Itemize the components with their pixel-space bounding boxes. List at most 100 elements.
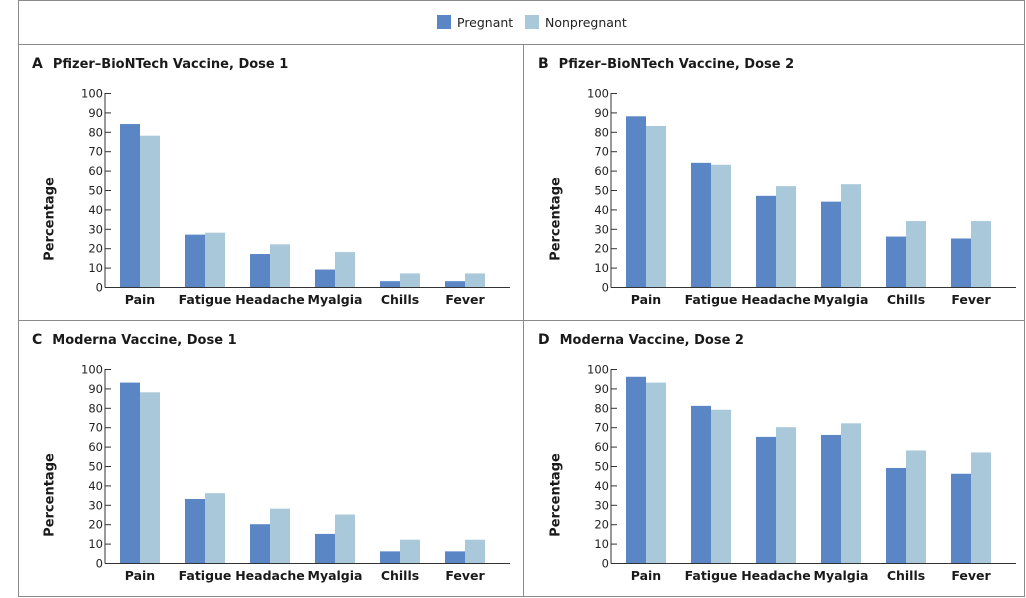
- panel-b-bar-headache-pregnant: [756, 195, 776, 287]
- panel-d-bar-myalgia-pregnant: [821, 434, 841, 563]
- panel-c-y-tick-label: 90: [88, 382, 103, 396]
- panel-b-header: B Pfizer–BioNTech Vaccine, Dose 2: [538, 56, 794, 74]
- panel-b-chart: 0 10 20 30 40 50 60 70 80 90 100 Pain Fatigue Headach…: [587, 87, 1016, 307]
- legend-swatch-nonpregnant: [525, 15, 539, 29]
- panel-b-title: Pfizer–BioNTech Vaccine, Dose 2: [558, 57, 795, 72]
- panel-d-y-tick-label: 30: [594, 498, 609, 512]
- panel-d-y-tick-label: 50: [594, 460, 609, 474]
- panel-c-bar-fatigue-pregnant: [185, 498, 205, 563]
- panel-c-y-tick-label: 70: [88, 421, 103, 435]
- panel-c-bar-chills-nonpregnant: [400, 539, 420, 563]
- panel-d-y-tick-label: 40: [594, 479, 609, 493]
- panel-d-x-tick-label-pain: Pain: [631, 568, 661, 583]
- panel-c-bar-fever-nonpregnant: [465, 539, 485, 563]
- panel-b-x-tick-label-pain: Pain: [631, 292, 661, 307]
- legend-label-nonpregnant: Nonpregnant: [545, 14, 627, 30]
- panel-b-bar-fatigue-pregnant: [691, 162, 711, 287]
- panel-a-bar-fever-nonpregnant: [465, 273, 485, 287]
- panel-b-y-tick-label: 90: [594, 106, 609, 120]
- panel-a-y-tick-label: 50: [88, 184, 103, 198]
- panel-a-x-tick-label-myalgia: Myalgia: [308, 292, 363, 307]
- panel-c: C Moderna Vaccine, Dose 1 Percentage 0 10…: [18, 320, 523, 597]
- panel-a-bar-pain-nonpregnant: [140, 135, 160, 287]
- panel-b-y-tick-label: 60: [594, 164, 609, 178]
- panel-a-x-tick-label-fatigue: Fatigue: [179, 292, 232, 307]
- panel-b-x-tick-label-fever: Fever: [951, 292, 991, 307]
- panel-b-bar-fever-pregnant: [951, 238, 971, 287]
- panel-c-x-tick-label-myalgia: Myalgia: [308, 568, 363, 583]
- panel-d-title: Moderna Vaccine, Dose 2: [559, 333, 744, 348]
- panel-c-letter: C: [32, 332, 43, 348]
- panel-c-bar-fatigue-nonpregnant: [205, 493, 225, 563]
- panel-d-x-tick-label-headache: Headache: [741, 568, 811, 583]
- panel-d-bar-pain-pregnant: [626, 376, 646, 563]
- panel-b-bar-chills-pregnant: [886, 236, 906, 287]
- panel-a-y-tick-label: 60: [88, 164, 103, 178]
- panel-c-bar-myalgia-pregnant: [315, 533, 335, 563]
- panel-d-bar-fever-pregnant: [951, 473, 971, 563]
- panel-c-bar-headache-nonpregnant: [270, 508, 290, 563]
- panel-b-y-tick-label: 0: [602, 281, 609, 295]
- panel-c-bar-headache-pregnant: [250, 524, 270, 563]
- legend-divider: [18, 44, 1025, 45]
- panel-c-x-tick-label-headache: Headache: [235, 568, 305, 583]
- panel-d-x-tick-label-chills: Chills: [887, 568, 925, 583]
- panel-a-bar-chills-pregnant: [380, 281, 400, 287]
- panel-d-bar-fever-nonpregnant: [971, 452, 991, 563]
- panel-b-bar-fever-nonpregnant: [971, 221, 991, 287]
- panel-a-x-tick-label-pain: Pain: [125, 292, 155, 307]
- panel-b-y-tick-label: 50: [594, 184, 609, 198]
- panel-d-x-tick-label-myalgia: Myalgia: [814, 568, 869, 583]
- panel-d-bar-headache-pregnant: [756, 436, 776, 563]
- panel-c-y-tick-label: 100: [81, 363, 103, 377]
- panel-b-bar-headache-nonpregnant: [776, 186, 796, 287]
- panel-a-y-tick-label: 100: [81, 87, 103, 101]
- panel-a-y-tick-label: 30: [88, 222, 103, 236]
- panel-d-y-tick-label: 10: [594, 537, 609, 551]
- panel-d-bar-chills-pregnant: [886, 467, 906, 563]
- panel-a-bar-fever-pregnant: [445, 281, 465, 287]
- panel-c-x-tick-label-fatigue: Fatigue: [179, 568, 232, 583]
- panel-b-x-tick-label-myalgia: Myalgia: [814, 292, 869, 307]
- panel-d-bar-chills-nonpregnant: [906, 450, 926, 563]
- panel-c-bar-chills-pregnant: [380, 551, 400, 563]
- legend-swatch-pregnant: [437, 15, 451, 29]
- panel-c-bar-pain-pregnant: [120, 382, 140, 563]
- panel-d-y-tick-label: 90: [594, 382, 609, 396]
- panel-a-bar-myalgia-nonpregnant: [335, 252, 355, 287]
- panel-d-bar-headache-nonpregnant: [776, 427, 796, 563]
- panel-d-y-tick-label: 0: [602, 557, 609, 571]
- panel-a-letter: A: [32, 56, 43, 72]
- panel-d-chart: 0 10 20 30 40 50 60 70 80 90 100 Pain Fatigue Headach…: [587, 363, 1016, 583]
- panel-d-x-tick-label-fatigue: Fatigue: [685, 568, 738, 583]
- panel-c-chart: 0 10 20 30 40 50 60 70 80 90 100 Pain Fatigue Headach…: [81, 363, 510, 583]
- panel-a-x-tick-label-chills: Chills: [381, 292, 419, 307]
- panel-b-y-tick-label: 40: [594, 203, 609, 217]
- panel-d-y-tick-label: 80: [594, 401, 609, 415]
- panel-a-y-tick-label: 40: [88, 203, 103, 217]
- legend-item-nonpregnant: Nonpregnant: [525, 14, 627, 30]
- panel-d-y-tick-label: 100: [587, 363, 609, 377]
- panel-d-bar-pain-nonpregnant: [646, 382, 666, 563]
- panel-c-y-tick-label: 0: [96, 557, 103, 571]
- panel-a-bar-pain-pregnant: [120, 124, 140, 287]
- panel-b-y-tick-label: 70: [594, 145, 609, 159]
- panel-c-x-tick-label-pain: Pain: [125, 568, 155, 583]
- panel-a-y-tick-label: 80: [88, 125, 103, 139]
- panel-d-header: D Moderna Vaccine, Dose 2: [538, 332, 744, 350]
- panel-c-title: Moderna Vaccine, Dose 1: [52, 333, 237, 348]
- panel-c-y-tick-label: 30: [88, 498, 103, 512]
- legend-label-pregnant: Pregnant: [457, 14, 514, 30]
- panel-d-y-tick-label: 20: [594, 518, 609, 532]
- panel-a-y-tick-label: 20: [88, 242, 103, 256]
- panel-b-bar-myalgia-nonpregnant: [841, 184, 861, 287]
- panel-b-bar-chills-nonpregnant: [906, 221, 926, 287]
- panel-b-x-tick-label-fatigue: Fatigue: [685, 292, 738, 307]
- panel-c-x-tick-label-fever: Fever: [445, 568, 485, 583]
- panel-b-y-tick-label: 10: [594, 261, 609, 275]
- panel-b-x-tick-label-chills: Chills: [887, 292, 925, 307]
- panel-a-y-tick-label: 0: [96, 281, 103, 295]
- panel-a-bar-myalgia-pregnant: [315, 269, 335, 287]
- legend: Pregnant Nonpregnant: [0, 0, 1026, 44]
- panel-d-bar-fatigue-pregnant: [691, 405, 711, 563]
